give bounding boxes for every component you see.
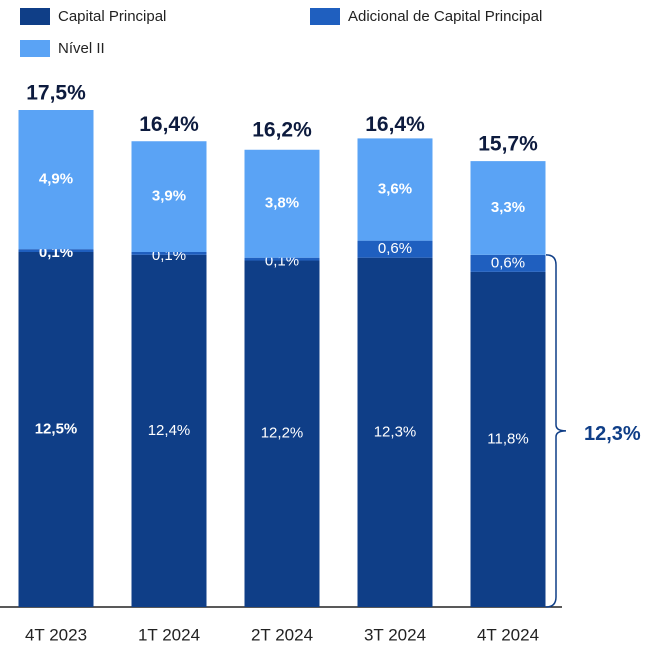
value-label: 11,8% (487, 430, 528, 447)
x-tick-label: 3T 2024 (364, 625, 426, 644)
bar-segment (357, 257, 433, 607)
legend-swatch (20, 8, 50, 25)
value-label: 12,4% (148, 422, 191, 439)
bar-segment (18, 252, 94, 607)
value-label: 3,6% (378, 180, 412, 197)
x-tick-label: 4T 2023 (25, 625, 87, 644)
total-label: 17,5% (26, 82, 86, 105)
x-tick-label: 2T 2024 (251, 625, 313, 644)
total-label: 16,4% (365, 113, 425, 136)
bar-segment (18, 110, 94, 250)
legend-label: Nível II (58, 40, 105, 57)
x-tick-label: 4T 2024 (477, 625, 539, 644)
value-label: 3,8% (265, 195, 299, 212)
bar-segment (470, 161, 546, 255)
value-label: 3,9% (152, 188, 186, 205)
total-label: 15,7% (478, 133, 538, 156)
bar-segment (244, 260, 320, 607)
total-label: 16,2% (252, 118, 312, 141)
value-label: 12,3% (374, 423, 417, 440)
bar-segment (131, 254, 207, 607)
bar-segment (470, 254, 546, 272)
bar-segment (18, 249, 94, 252)
annotation: 12,3% (584, 423, 641, 445)
bar-segment (244, 257, 320, 261)
legend-label: Adicional de Capital Principal (348, 8, 542, 25)
legend-swatch (310, 8, 340, 25)
x-tick-label: 1T 2024 (138, 625, 200, 644)
bar-segment (131, 141, 207, 252)
bar-segment (131, 252, 207, 255)
legend-swatch (20, 40, 50, 57)
value-label: 0,6% (491, 254, 525, 271)
value-label: 4,9% (39, 171, 73, 188)
value-label: 12,2% (261, 425, 304, 442)
bar-segment (470, 271, 546, 607)
legend-label: Capital Principal (58, 8, 166, 25)
bar-segment (244, 149, 320, 258)
bar-segment (357, 138, 433, 241)
value-label: 0,6% (378, 240, 412, 257)
total-label: 16,4% (139, 113, 199, 136)
bar-segment (357, 240, 433, 258)
value-label: 3,3% (491, 199, 525, 216)
value-label: 12,5% (35, 420, 78, 437)
bracket (545, 254, 567, 608)
